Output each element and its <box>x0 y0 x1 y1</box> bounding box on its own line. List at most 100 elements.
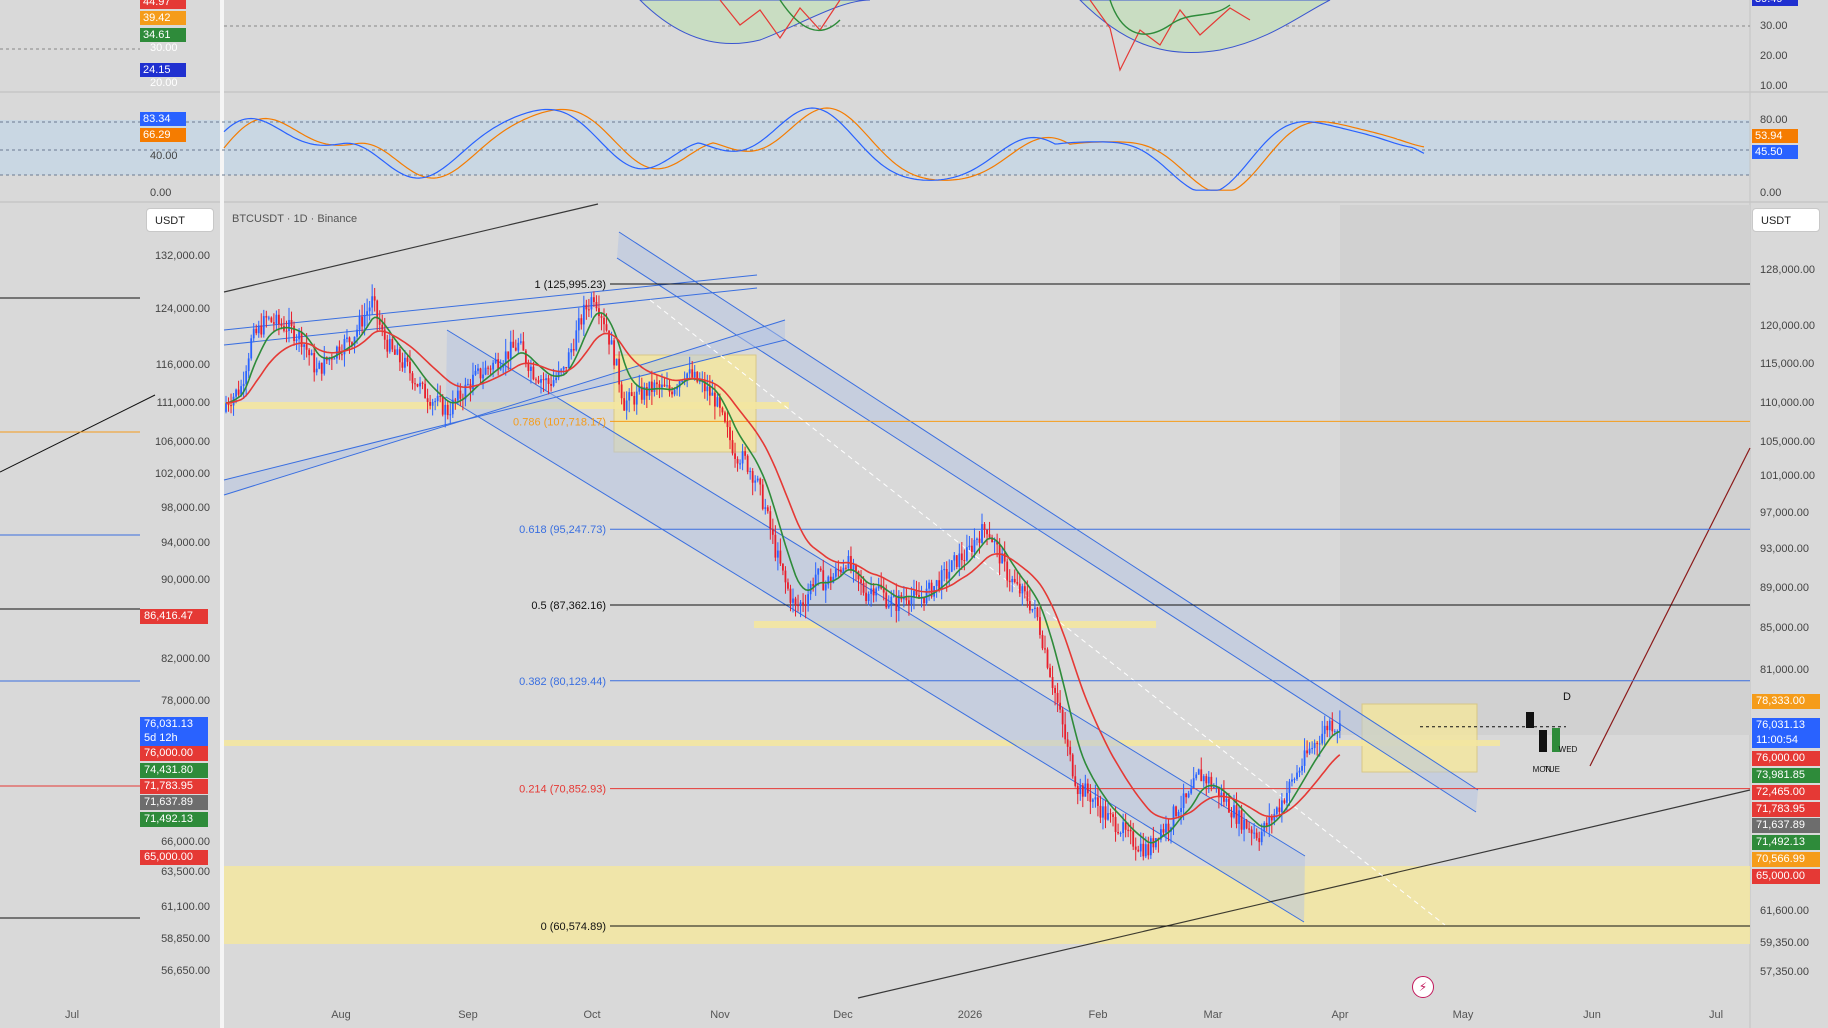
candle <box>1243 813 1245 842</box>
right-price-badge: 72,465.00 <box>1752 785 1820 800</box>
candle <box>260 313 263 338</box>
right-price-badge: 11:00:54 <box>1752 733 1820 748</box>
projection-area <box>1340 205 1750 735</box>
right-price-tick: 110,000.00 <box>1760 397 1815 409</box>
fib-label: 1 (125,995.23) <box>534 279 606 291</box>
candle <box>615 358 618 366</box>
candle <box>814 562 817 596</box>
candle <box>829 568 832 590</box>
right-price-badge: 71,783.95 <box>1752 802 1820 817</box>
top-channel-edge-2 <box>223 287 758 346</box>
candle <box>227 397 230 412</box>
candle <box>1094 784 1097 808</box>
candle <box>245 365 248 397</box>
candle <box>1331 712 1334 736</box>
candle <box>517 337 520 355</box>
currency-button-right[interactable]: USDT <box>1752 208 1820 232</box>
left-price-badge: 86,416.47 <box>140 609 208 624</box>
candle <box>577 307 580 343</box>
candle <box>965 534 968 562</box>
candle <box>663 376 666 387</box>
candle <box>769 505 772 540</box>
candle <box>915 580 918 599</box>
candle <box>1076 783 1079 805</box>
candle <box>257 320 260 338</box>
candle <box>1291 773 1293 787</box>
candle <box>1313 739 1316 755</box>
candle <box>867 591 870 606</box>
candle <box>237 380 240 397</box>
candle <box>875 586 878 602</box>
candle <box>1225 793 1228 807</box>
left-price-tick: 63,500.00 <box>161 866 210 878</box>
left-price-tick: 58,850.00 <box>161 933 210 945</box>
candle <box>1054 685 1056 706</box>
left-price-tick: 61,100.00 <box>161 901 210 913</box>
candle <box>1217 786 1220 809</box>
candle <box>255 324 258 336</box>
left-trendline <box>0 394 156 473</box>
candle <box>323 346 326 376</box>
candle <box>618 351 621 393</box>
candle <box>567 348 570 369</box>
candle <box>570 343 573 360</box>
candle <box>653 379 656 397</box>
lightning-icon[interactable]: ⚡ <box>1412 976 1434 998</box>
time-tick: Apr <box>1331 1009 1348 1021</box>
candle <box>398 346 401 371</box>
candle <box>524 349 527 368</box>
candle <box>1195 772 1198 781</box>
candle <box>1109 808 1112 823</box>
candle <box>613 337 615 370</box>
candle <box>1154 837 1157 850</box>
candle <box>572 338 575 357</box>
candle <box>550 375 552 392</box>
candle <box>1031 608 1034 613</box>
candle <box>368 301 371 321</box>
candle <box>1097 787 1099 817</box>
candle <box>1258 831 1261 851</box>
candle <box>668 379 671 397</box>
right-price-badge: 73,981.85 <box>1752 768 1820 783</box>
candle <box>802 593 804 613</box>
candle <box>1248 821 1251 833</box>
time-tick: Feb <box>1089 1009 1108 1021</box>
candle <box>346 329 348 343</box>
left-pane-divider[interactable] <box>220 0 224 1028</box>
right-price-tick: 101,000.00 <box>1760 470 1816 482</box>
candle <box>585 299 588 320</box>
left-price-tick: 102,000.00 <box>154 468 210 480</box>
candle <box>955 555 958 570</box>
candle <box>1107 801 1109 821</box>
fib-label: 0 (60,574.89) <box>541 921 606 933</box>
candle <box>310 349 313 356</box>
rising-channel-edge-2 <box>223 339 786 481</box>
candle <box>479 367 482 383</box>
candle <box>303 343 306 361</box>
candle <box>759 477 762 496</box>
candle <box>1202 774 1205 788</box>
candle <box>393 345 396 355</box>
left-time-tick: Jul <box>65 1009 79 1021</box>
candle <box>242 371 245 399</box>
time-tick: Mar <box>1204 1009 1223 1021</box>
candle <box>766 505 769 514</box>
candle <box>494 352 497 364</box>
candle <box>645 382 648 408</box>
candle <box>729 420 731 450</box>
currency-button-left[interactable]: USDT <box>146 208 214 232</box>
candle <box>812 577 815 592</box>
fib-label: 0.5 (87,362.16) <box>531 600 606 612</box>
candle <box>746 454 749 475</box>
demand-zone <box>224 866 1750 944</box>
candle <box>890 590 893 617</box>
candle <box>484 360 487 376</box>
candle <box>1311 741 1314 754</box>
upper-channel-edge-1 <box>616 257 1477 813</box>
candle <box>1117 823 1119 835</box>
candle <box>315 357 318 376</box>
candle <box>598 295 600 325</box>
right-price-tick: 115,000.00 <box>1760 358 1815 370</box>
right-price-tick: 105,000.00 <box>1760 436 1816 448</box>
